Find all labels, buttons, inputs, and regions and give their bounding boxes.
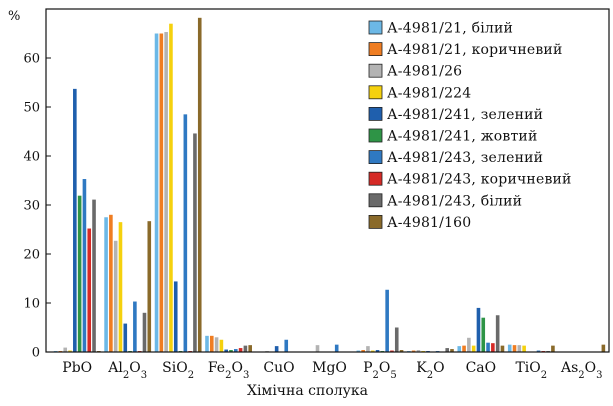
bar <box>275 346 279 352</box>
bar <box>169 24 173 352</box>
bar <box>114 241 118 352</box>
x-axis-label: Хімічна сполука <box>247 383 368 399</box>
bar <box>551 346 555 352</box>
x-tick-label: CaO <box>466 360 497 376</box>
y-tick-label: 0 <box>32 346 40 361</box>
x-tick-label: As2O3 <box>560 360 603 381</box>
x-tick-label: MgO <box>312 360 347 376</box>
bar <box>472 346 476 352</box>
bar <box>87 229 91 352</box>
y-tick-label: 30 <box>23 199 40 214</box>
y-unit-label: % <box>8 9 20 24</box>
bar <box>184 114 188 352</box>
bar <box>133 302 137 352</box>
bar <box>198 18 202 352</box>
legend-swatch <box>369 86 382 99</box>
legend-label: А-4981/241, зелений <box>387 107 543 123</box>
legend-swatch <box>369 172 382 185</box>
bar <box>78 196 82 352</box>
bar <box>123 324 127 352</box>
x-tick-label: SiO2 <box>162 360 194 381</box>
legend-label: А-4981/243, білий <box>387 193 522 209</box>
legend-swatch <box>369 151 382 164</box>
bar <box>481 318 485 352</box>
bar <box>248 345 252 352</box>
bar <box>522 346 526 352</box>
bar <box>508 345 512 352</box>
bar <box>395 328 399 353</box>
legend: А-4981/21, білий А-4981/21, коричневий А-4… <box>369 21 572 231</box>
bar <box>215 337 219 352</box>
legend-swatch <box>369 43 382 56</box>
x-tick-label: PbO <box>62 360 92 376</box>
y-tick-label: 40 <box>23 150 40 165</box>
legend-label: А-4981/26 <box>387 64 462 80</box>
bar <box>220 340 224 352</box>
bar <box>193 133 197 352</box>
bar <box>109 215 113 352</box>
bar <box>92 200 96 352</box>
bar <box>160 34 164 353</box>
bar <box>602 345 606 352</box>
bar <box>335 345 339 352</box>
bar <box>174 281 178 352</box>
bar <box>63 348 67 352</box>
bar <box>385 290 389 352</box>
bar <box>496 315 500 352</box>
y-tick-label: 20 <box>23 248 40 263</box>
bar <box>164 32 168 352</box>
bar <box>155 34 159 353</box>
bar <box>119 222 123 352</box>
x-tick-label: TiO2 <box>515 360 547 381</box>
x-tick-label: CuO <box>263 360 294 376</box>
bar <box>104 217 108 352</box>
bar <box>147 221 151 352</box>
x-tick-label: Al2O3 <box>107 360 147 381</box>
bar <box>477 308 481 352</box>
legend-label: А-4981/21, коричневий <box>387 42 562 58</box>
legend-swatch <box>369 129 382 142</box>
bar <box>501 346 505 352</box>
bar <box>513 345 517 352</box>
x-tick-label: P2O5 <box>363 360 397 381</box>
bar <box>518 345 522 352</box>
x-tick-label: Fe2O3 <box>208 360 249 381</box>
bar <box>73 89 77 352</box>
y-tick-label: 10 <box>23 297 40 312</box>
legend-label: А-4981/224 <box>387 85 471 101</box>
bar <box>467 338 471 352</box>
legend-label: А-4981/160 <box>387 215 471 231</box>
bar <box>205 336 209 352</box>
bar <box>457 346 461 352</box>
x-tick-label: K2O <box>416 360 444 381</box>
legend-swatch <box>369 107 382 120</box>
bar <box>316 345 320 352</box>
y-tick-label: 50 <box>23 101 40 116</box>
bar <box>366 346 370 352</box>
bar <box>83 179 87 352</box>
bar <box>491 343 495 352</box>
legend-label: А-4981/243, коричневий <box>387 172 572 188</box>
bar <box>462 346 466 352</box>
legend-swatch <box>369 215 382 228</box>
y-tick-label: 60 <box>23 52 40 67</box>
legend-label: А-4981/21, білий <box>387 21 513 37</box>
legend-swatch <box>369 21 382 34</box>
bar <box>486 343 490 352</box>
legend-label: А-4981/241, жовтий <box>387 129 538 145</box>
legend-swatch <box>369 194 382 207</box>
bar <box>284 340 288 352</box>
bar <box>143 313 147 352</box>
bar <box>244 346 248 352</box>
legend-label: А-4981/243, зелений <box>387 150 543 166</box>
bar <box>210 336 214 352</box>
legend-swatch <box>369 64 382 77</box>
